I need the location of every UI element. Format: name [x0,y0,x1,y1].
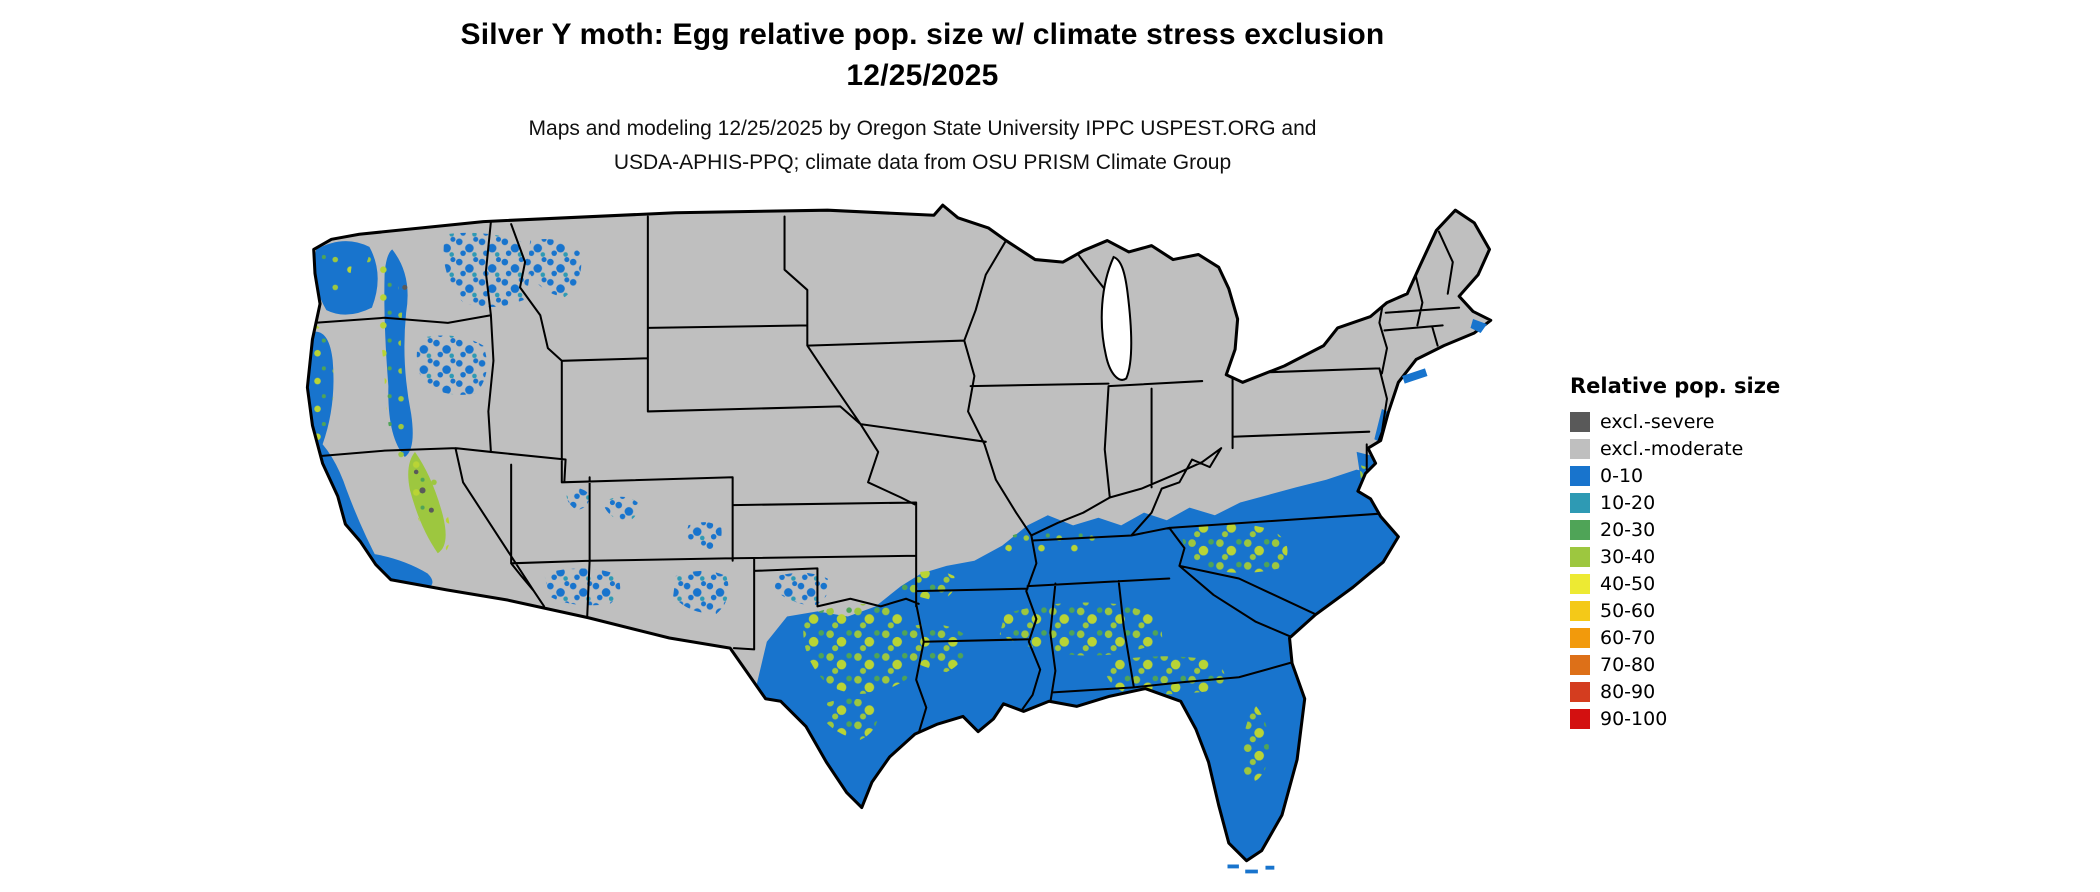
credit-line-2: USDA-APHIS-PPQ; climate data from OSU PR… [613,151,1232,174]
legend-swatch [1570,682,1590,702]
legend-swatch [1570,439,1590,459]
us-map-svg [305,203,1493,874]
legend-swatch [1570,547,1590,567]
state-borders [307,215,1461,734]
tn-valley-flecks [1001,527,1098,557]
legend-item: 80-90 [1570,681,1780,703]
legend-item: 20-30 [1570,519,1780,541]
legend-swatch [1570,628,1590,648]
lake-michigan [1100,255,1133,381]
legend-item-label: 10-20 [1600,492,1656,514]
legend-item-label: 0-10 [1600,465,1644,487]
us-map-figure [296,196,1530,880]
legend-item: excl.-severe [1570,411,1780,433]
legend-item: 50-60 [1570,600,1780,622]
page-title: Silver Y moth: Egg relative pop. size w/… [460,18,1385,51]
legend-item-label: 20-30 [1600,519,1656,541]
legend-item: 0-10 [1570,465,1780,487]
legend-item: 90-100 [1570,708,1780,730]
legend-item: excl.-moderate [1570,438,1780,460]
legend-swatch [1570,709,1590,729]
west-green-flecks [307,246,451,559]
speckled-population-regions [416,232,829,614]
legend-item-label: 50-60 [1600,600,1656,622]
us-outline [305,203,1493,863]
legend-swatch [1570,466,1590,486]
credit-text: Maps and modeling 12/25/2025 by Oregon S… [0,112,1845,180]
legend-item-label: excl.-severe [1600,411,1715,433]
south-midpop-mottle [803,464,1375,782]
legend-swatch [1570,520,1590,540]
legend-item: 40-50 [1570,573,1780,595]
legend-swatch [1570,574,1590,594]
legend-swatch [1570,655,1590,675]
legend-swatch [1570,412,1590,432]
legend-item-label: excl.-moderate [1600,438,1744,460]
legend-item-label: 30-40 [1600,546,1656,568]
credit-line-1: Maps and modeling 12/25/2025 by Oregon S… [528,117,1317,140]
legend-item: 70-80 [1570,654,1780,676]
legend-swatch [1570,601,1590,621]
map-body [307,205,1491,861]
map-header: Silver Y moth: Egg relative pop. size w/… [0,14,1845,180]
legend-item-label: 90-100 [1600,708,1668,730]
legend-item: 30-40 [1570,546,1780,568]
legend-title: Relative pop. size [1570,374,1781,398]
legend-item: 60-70 [1570,627,1780,649]
legend-item-label: 80-90 [1600,681,1656,703]
page-title-date: 12/25/2025 [846,59,999,92]
legend: Relative pop. size excl.-severe excl.-mod… [1570,374,1780,735]
legend-item-label: 60-70 [1600,627,1656,649]
legend-swatch [1570,493,1590,513]
legend-item-label: 40-50 [1600,573,1656,595]
legend-items: excl.-severe excl.-moderate 0-10 10-20 20-30… [1570,411,1780,730]
legend-item: 10-20 [1570,492,1780,514]
legend-item-label: 70-80 [1600,654,1656,676]
